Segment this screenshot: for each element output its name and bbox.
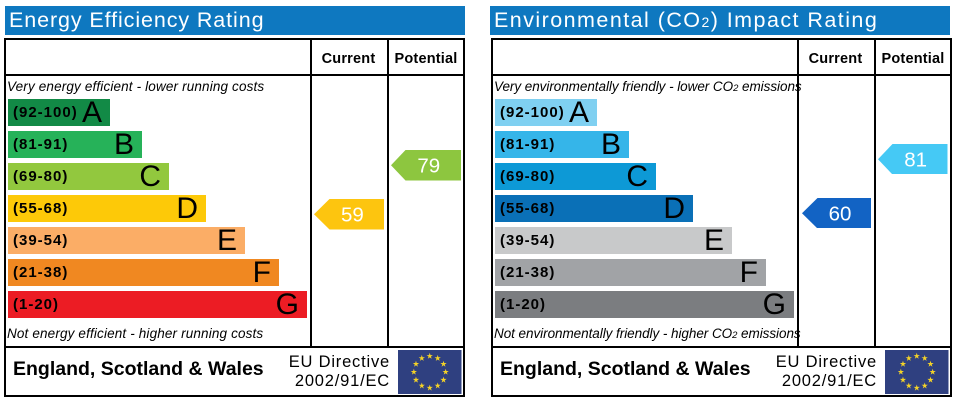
svg-text:79: 79 — [417, 155, 440, 178]
svg-text:59: 59 — [341, 204, 364, 227]
svg-text:60: 60 — [828, 202, 851, 225]
svg-text:81: 81 — [904, 148, 927, 171]
